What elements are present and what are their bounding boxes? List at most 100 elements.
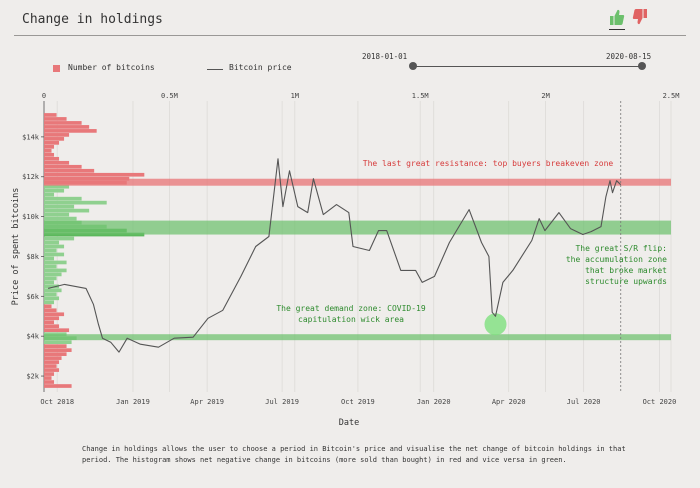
- top-axis-tick-label: 0: [42, 92, 46, 100]
- histogram-bar-positive: [44, 280, 55, 285]
- histogram-bar-positive: [44, 296, 60, 301]
- histogram-bar-negative: [44, 320, 55, 325]
- histogram-bar-negative: [44, 324, 60, 329]
- histogram-bar-negative: [44, 372, 55, 376]
- histogram-bar-negative: [44, 141, 60, 145]
- y-axis-tick-label: $2k: [26, 373, 39, 381]
- legend-bitcoins-swatch: [53, 65, 60, 72]
- histogram-bar-positive: [44, 292, 57, 297]
- demand-annotation-line: The great demand zone: COVID-19: [276, 304, 425, 313]
- thumbs-down-icon[interactable]: [632, 8, 648, 26]
- histogram-bar-positive: [44, 284, 60, 289]
- selected-vote-underline: [609, 29, 625, 30]
- slider-start-date: 2018-01-01: [362, 52, 408, 61]
- histogram-bar-positive: [44, 204, 75, 209]
- resistance-zone-band: [44, 178, 671, 186]
- top-axis-tick-label: 0.5M: [161, 92, 178, 100]
- histogram-bar-negative: [44, 125, 90, 129]
- histogram-bar-positive: [44, 340, 72, 345]
- sr-flip-annotation-line: The great S/R flip:: [575, 244, 667, 253]
- top-axis-tick-label: 2M: [541, 92, 549, 100]
- histogram-bar-positive: [44, 252, 65, 257]
- y-axis-tick-label: $8k: [26, 253, 39, 261]
- x-axis-tick-label: Jan 2020: [417, 398, 451, 406]
- legend-bitcoins-label: Number of bitcoins: [68, 63, 155, 72]
- histogram-bar-negative: [44, 156, 60, 161]
- page-title: Change in holdings: [22, 12, 163, 27]
- x-axis-tick-label: Jul 2020: [567, 398, 601, 406]
- histogram-bar-positive: [44, 236, 75, 241]
- histogram-bar-positive: [44, 216, 77, 221]
- y-axis-tick-label: $4k: [26, 333, 39, 341]
- histogram-bar-positive: [44, 196, 82, 201]
- histogram-bar-negative: [44, 121, 82, 125]
- histogram-bar-negative: [44, 316, 60, 321]
- legend-price-label: Bitcoin price: [229, 63, 292, 72]
- histogram-bar-negative: [44, 113, 57, 117]
- header: Change in holdings: [0, 0, 700, 40]
- histogram-bar-positive: [44, 332, 67, 337]
- histogram-bar-positive: [44, 244, 65, 249]
- histogram-bar-negative: [44, 144, 55, 149]
- histogram-bar-positive: [44, 200, 107, 205]
- resistance-annotation: The last great resistance: top buyers br…: [363, 159, 614, 168]
- support-zone-band: [44, 220, 671, 235]
- histogram-bar-negative: [44, 356, 62, 360]
- histogram-bar-negative: [44, 117, 67, 121]
- histogram-bar-negative: [44, 176, 130, 181]
- y-axis-tick-label: $14k: [22, 133, 40, 141]
- capitulation-highlight: [484, 313, 507, 336]
- holdings-chart: 0 0.5M 1M 1.5M 2M 2.5M Oct 2018 Jan 2019 Apr 201…: [11, 92, 680, 428]
- histogram-bar-negative: [44, 360, 60, 364]
- histogram-bar-positive: [44, 300, 55, 305]
- histogram-bar-positive: [44, 248, 57, 253]
- histogram-bar-positive: [44, 272, 62, 277]
- histogram-bar-positive: [44, 192, 55, 197]
- histogram-bar-negative: [44, 129, 97, 133]
- y-axis-title: Price of spent bitcoins: [11, 188, 21, 306]
- histogram-bar-positive: [44, 188, 65, 193]
- histogram-bar-negative: [44, 344, 67, 349]
- slider-end-date: 2020-08-15: [606, 52, 652, 61]
- histogram-bar-positive: [44, 276, 57, 281]
- sr-flip-annotation-line: structure upwards: [585, 277, 667, 286]
- support-zone-band: [44, 334, 671, 341]
- histogram-bar-positive: [44, 260, 67, 265]
- histogram-bar-positive: [44, 212, 70, 217]
- x-axis-tick-label: Jul 2019: [265, 398, 299, 406]
- x-axis-tick-label: Oct 2019: [341, 398, 375, 406]
- histogram-bar-positive: [44, 208, 90, 213]
- y-axis-tick-label: $12k: [22, 173, 40, 181]
- thumbs-up-icon[interactable]: [609, 8, 625, 26]
- slider-start-handle[interactable]: [409, 62, 417, 70]
- slider-end-handle[interactable]: [638, 62, 646, 70]
- legend-price-line: [207, 69, 223, 71]
- histogram-bar-negative: [44, 137, 65, 141]
- x-axis-tick-label: Oct 2020: [643, 398, 677, 406]
- top-axis-tick-label: 2.5M: [663, 92, 680, 100]
- histogram-bar-negative: [44, 368, 60, 372]
- demand-annotation-line: capitulation wick area: [298, 315, 404, 324]
- histogram-bar-negative: [44, 348, 72, 352]
- histogram-bar-negative: [44, 152, 55, 157]
- date-range-slider-track[interactable]: [413, 66, 642, 68]
- histogram-bar-negative: [44, 384, 72, 388]
- x-axis-tick-label: Oct 2018: [40, 398, 74, 406]
- histogram-bar-negative: [44, 364, 57, 368]
- top-axis-tick-label: 1.5M: [412, 92, 429, 100]
- histogram-bar-positive: [44, 184, 70, 189]
- histogram-bar-positive: [44, 240, 60, 245]
- header-divider: [14, 35, 686, 36]
- histogram-bar-positive: [44, 256, 55, 261]
- histogram-bar-positive: [44, 232, 145, 237]
- histogram-bar-negative: [44, 328, 70, 333]
- y-axis-tick-label: $10k: [22, 213, 40, 221]
- histogram-bar-negative: [44, 352, 67, 356]
- histogram-bar-negative: [44, 172, 145, 177]
- histogram-bar-negative: [44, 160, 70, 165]
- y-axis-tick-label: $6k: [26, 293, 39, 301]
- sr-flip-annotation-line: that broke market: [585, 266, 667, 275]
- histogram-bar-negative: [44, 376, 52, 380]
- histogram-bar-negative: [44, 304, 52, 309]
- sr-flip-annotation-line: the accumulation zone: [566, 255, 667, 264]
